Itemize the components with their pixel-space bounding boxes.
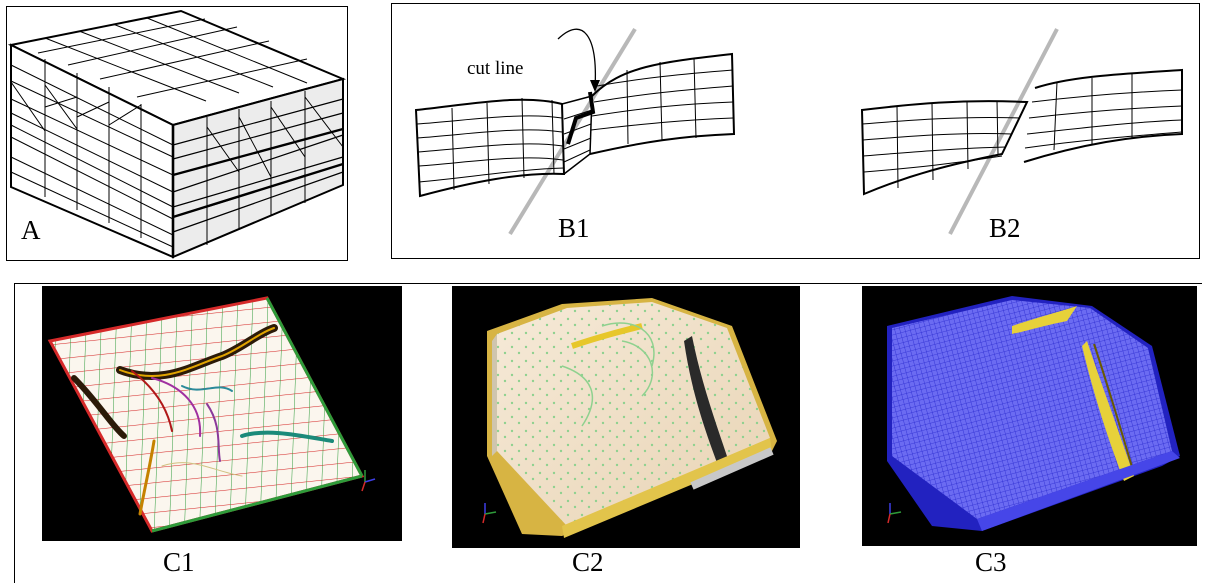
label-c1: C1: [163, 547, 195, 577]
fault-surface-grid: [47, 296, 376, 533]
panel-c: C1: [14, 283, 1202, 583]
label-b2: B2: [989, 213, 1021, 243]
annotation-arrow: [557, 28, 597, 89]
panel-a: A: [6, 6, 348, 261]
label-c3: C3: [975, 547, 1007, 577]
thumbnail-c3: [862, 286, 1197, 546]
transparent-volume-model: [482, 298, 777, 538]
label-a: A: [21, 215, 41, 245]
mesh-b2: [860, 68, 1183, 196]
fault-cut-diagram: [414, 27, 1183, 236]
thumbnail-c2: [452, 286, 800, 548]
cut-line-annotation: cut line: [467, 58, 524, 79]
label-b1: B1: [558, 213, 590, 243]
mesh-b1: [414, 52, 736, 198]
layered-block-mesh: [7, 9, 347, 259]
panel-b: cut line B1 B2: [391, 3, 1200, 259]
label-c2: C2: [572, 547, 604, 577]
fault-line-b2: [948, 28, 1059, 235]
thumbnail-c1: [42, 286, 402, 541]
hex-mesh-model: [887, 296, 1180, 531]
